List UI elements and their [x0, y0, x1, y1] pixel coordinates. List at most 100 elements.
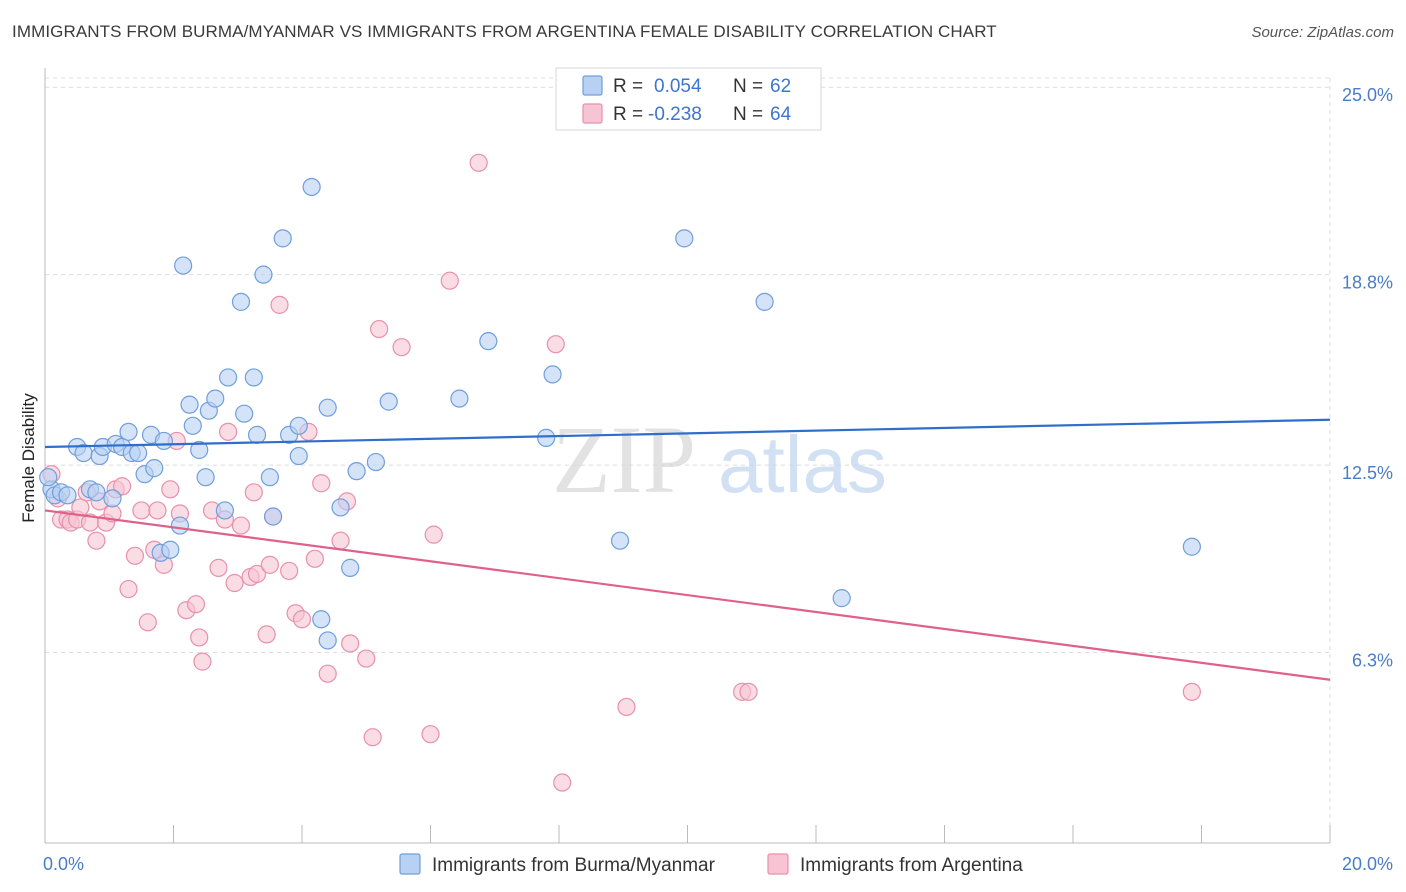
point-burma — [318, 398, 337, 417]
point-argentina — [148, 501, 167, 520]
point-argentina — [617, 697, 636, 717]
point-argentina — [424, 525, 443, 544]
chart-title: IMMIGRANTS FROM BURMA/MYANMAR VS IMMIGRA… — [12, 22, 997, 41]
point-argentina — [440, 271, 459, 290]
point-argentina — [209, 558, 228, 577]
point-burma — [675, 229, 694, 248]
point-argentina — [132, 501, 151, 520]
point-argentina — [546, 335, 565, 354]
point-burma — [263, 507, 283, 526]
x-tick-labels: 0.0% 20.0% — [43, 854, 1393, 874]
trendline-argentina — [44, 509, 1331, 681]
trend-lines — [44, 418, 1331, 681]
axes — [44, 68, 1331, 844]
point-burma — [379, 392, 398, 411]
point-burma — [180, 395, 199, 414]
point-burma — [254, 265, 273, 284]
point-argentina — [363, 728, 382, 747]
source-label: Source: ZipAtlas.com — [1251, 24, 1394, 41]
point-burma — [318, 631, 337, 650]
bottom-legend-label-burma: Immigrants from Burma/Myanmar — [432, 855, 716, 876]
legend-r-label-burma: R = — [613, 76, 643, 97]
point-burma — [1182, 537, 1201, 556]
point-argentina — [244, 483, 263, 502]
point-burma — [103, 489, 122, 508]
series-burma-points — [39, 177, 1201, 650]
bottom-legend-swatch-argentina — [767, 853, 789, 875]
point-burma — [145, 459, 164, 478]
point-burma — [183, 416, 202, 435]
point-argentina — [260, 555, 279, 574]
point-burma — [196, 468, 215, 487]
point-burma — [174, 256, 193, 275]
point-argentina — [357, 649, 376, 668]
point-burma — [219, 368, 238, 387]
point-burma — [479, 332, 498, 351]
legend-n-label-burma: N = — [733, 76, 763, 97]
bottom-legend-swatch-burma — [399, 853, 421, 875]
point-burma — [273, 229, 292, 248]
point-burma — [450, 389, 469, 408]
legend-swatch-argentina — [582, 103, 603, 124]
point-argentina — [312, 474, 331, 493]
point-argentina — [219, 422, 238, 441]
y-tick-label: 12.5% — [1342, 463, 1393, 483]
y-tick-labels: 6.3% 12.5% 18.8% 25.0% — [1342, 85, 1393, 670]
point-argentina — [341, 634, 360, 653]
series-legend: Immigrants from Burma/Myanmar Immigrants… — [399, 853, 1023, 876]
point-burma — [260, 468, 279, 487]
point-argentina — [318, 664, 337, 683]
point-argentina — [739, 682, 758, 701]
point-burma — [755, 292, 774, 311]
point-burma — [543, 365, 562, 384]
point-burma — [312, 610, 331, 629]
point-argentina — [225, 573, 244, 593]
point-argentina — [87, 531, 106, 550]
point-burma — [154, 431, 173, 451]
y-tick-label: 25.0% — [1342, 85, 1393, 105]
legend-n-value-argentina: 64 — [770, 104, 792, 125]
point-burma — [215, 501, 234, 520]
bottom-legend-label-argentina: Immigrants from Argentina — [800, 855, 1023, 876]
point-argentina — [421, 725, 440, 744]
point-burma — [289, 416, 308, 435]
point-burma — [331, 498, 350, 517]
legend-n-value-burma: 62 — [770, 76, 791, 97]
legend-r-value-burma: 0.054 — [654, 76, 702, 97]
point-burma — [537, 428, 556, 447]
x-tick-label: 20.0% — [1342, 854, 1393, 874]
point-burma — [170, 516, 190, 535]
point-burma — [341, 558, 360, 577]
point-argentina — [231, 516, 251, 535]
y-axis-label: Female Disability — [19, 393, 38, 523]
point-argentina — [138, 613, 157, 632]
point-argentina — [257, 625, 276, 644]
point-argentina — [112, 477, 132, 496]
point-argentina — [392, 338, 411, 357]
point-argentina — [469, 153, 488, 172]
point-burma — [244, 368, 263, 387]
trendline-burma — [44, 418, 1331, 449]
point-burma — [302, 177, 321, 197]
y-tick-label: 18.8% — [1342, 273, 1393, 293]
legend-r-label-argentina: R = — [613, 104, 643, 125]
correlation-legend: R = 0.054 N = 62 R = -0.238 N = 64 — [555, 67, 822, 131]
point-burma — [87, 483, 106, 502]
point-argentina — [1182, 682, 1201, 701]
point-burma — [366, 452, 385, 472]
point-argentina — [119, 579, 138, 599]
point-argentina — [193, 652, 212, 671]
point-burma — [129, 443, 148, 463]
point-burma — [58, 486, 77, 505]
point-argentina — [125, 546, 145, 565]
point-burma — [190, 440, 209, 460]
legend-r-value-argentina: -0.238 — [648, 104, 702, 125]
point-argentina — [292, 610, 312, 629]
point-burma — [610, 531, 630, 550]
point-argentina — [247, 564, 267, 584]
point-burma — [231, 292, 251, 311]
point-burma — [39, 468, 58, 487]
watermark: ZIP atlas — [552, 406, 887, 513]
point-burma — [832, 589, 851, 608]
point-argentina — [270, 295, 289, 314]
